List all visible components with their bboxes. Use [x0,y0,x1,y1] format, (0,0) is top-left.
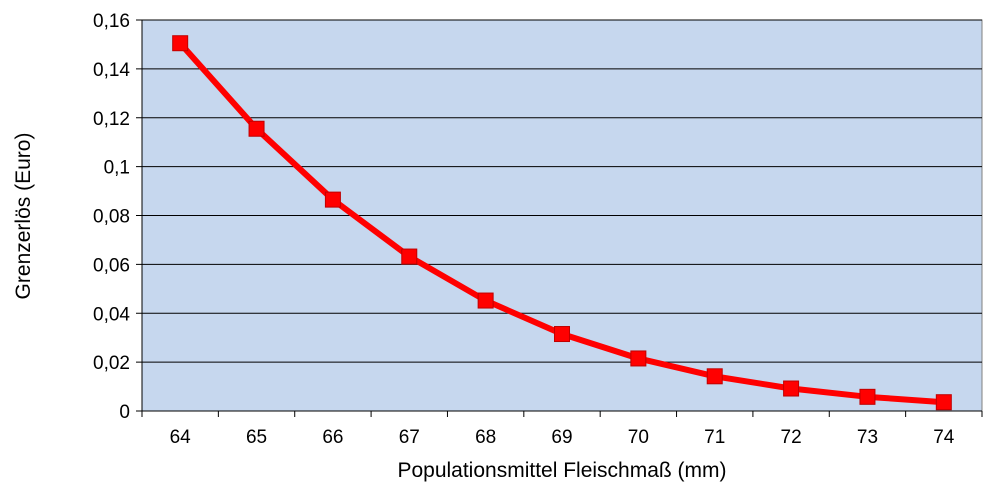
x-tick-label: 66 [322,427,343,448]
y-tick-label: 0,02 [93,353,130,374]
axes [136,19,983,417]
y-tick-labels: 0 0,02 0,04 0,06 0,08 0,1 0,12 0,14 0,16 [93,11,130,423]
x-tick-label: 74 [933,427,955,448]
x-tick-label: 71 [704,427,725,448]
x-tick-label: 70 [628,427,649,448]
y-tick-label: 0,16 [93,11,130,32]
y-tick-label: 0 [119,402,130,423]
series-layer [172,35,952,411]
y-tick-label: 0,1 [104,158,130,179]
x-tick-label: 69 [551,427,572,448]
data-point [324,191,341,208]
y-tick-label: 0,04 [93,304,130,325]
x-tick-label: 65 [246,427,267,448]
data-point [248,120,265,137]
data-point [783,380,800,397]
data-point [630,350,647,367]
y-tick-label: 0,12 [93,109,130,130]
y-axis-title: Grenzerlös (Euro) [12,133,35,300]
y-tick-label: 0,06 [93,255,130,276]
data-point [477,292,494,309]
data-point [706,368,723,385]
data-point [554,326,570,343]
data-point [935,394,952,411]
x-axis-title: Populationsmittel Fleischmaß (mm) [397,459,726,482]
y-tick-label: 0,14 [93,60,130,81]
data-point [859,388,876,405]
y-tick-label: 0,08 [93,207,130,228]
x-tick-label: 73 [857,427,878,448]
x-tick-label: 72 [781,427,802,448]
x-tick-label: 68 [475,427,496,448]
data-point [172,35,189,52]
x-tick-labels: 64 65 66 67 68 69 70 71 72 73 74 [170,427,955,448]
gridlines [142,19,982,363]
data-point [401,248,418,265]
x-tick-label: 67 [399,427,420,448]
x-tick-label: 64 [170,427,192,448]
